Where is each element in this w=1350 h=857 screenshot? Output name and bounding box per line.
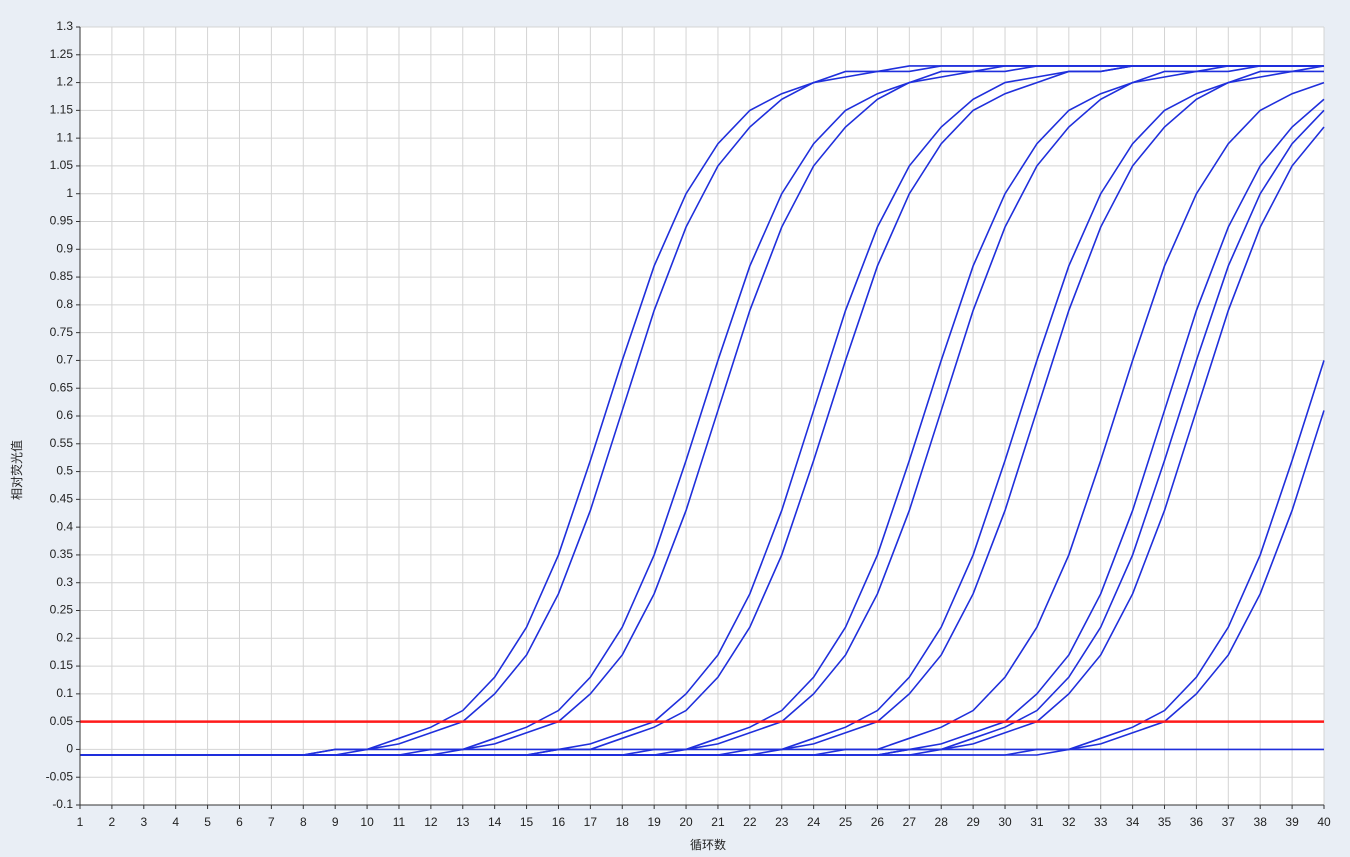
x-tick-label: 22 [743, 815, 757, 829]
series-line [80, 748, 1324, 756]
y-tick-label: 0.45 [50, 492, 74, 506]
y-tick-label: 0.35 [50, 547, 74, 561]
y-tick-label: 0.5 [56, 464, 73, 478]
x-tick-label: 31 [1030, 815, 1044, 829]
x-tick-label: 13 [456, 815, 470, 829]
y-tick-label: 0.4 [56, 519, 73, 533]
y-tick-label: 1.25 [50, 47, 74, 61]
x-axis-label: 循环数 [690, 837, 726, 852]
y-tick-label: 1.1 [56, 130, 73, 144]
x-tick-label: 26 [871, 815, 885, 829]
axes: 1 2 3 4 5 6 7 8 9 10 11 12 13 14 15 16 17 18 19 20 21 22 23 24 2… [46, 19, 1331, 829]
y-tick-label: 0.1 [56, 686, 73, 700]
x-tick-label: 25 [839, 815, 853, 829]
y-tick-label: 1.05 [50, 158, 74, 172]
y-tick-label: 0.8 [56, 297, 73, 311]
x-tick-label: 20 [679, 815, 693, 829]
x-tick-label: 2 [109, 815, 116, 829]
y-tick-label: 0.25 [50, 603, 74, 617]
x-tick-label: 6 [236, 815, 243, 829]
x-tick-label: 15 [520, 815, 534, 829]
x-tick-label: 30 [998, 815, 1012, 829]
x-tick-label: 4 [172, 815, 179, 829]
y-tick-label: 0.15 [50, 658, 74, 672]
series-lines [80, 65, 1325, 756]
x-tick-label: 28 [935, 815, 949, 829]
x-tick-label: 10 [360, 815, 374, 829]
y-tick-label: -0.1 [52, 797, 73, 811]
y-tick-label: 0.6 [56, 408, 73, 422]
x-tick-label: 14 [488, 815, 502, 829]
y-tick-label: -0.05 [46, 769, 74, 783]
y-tick-label: 0.9 [56, 241, 73, 255]
x-tick-label: 1 [77, 815, 84, 829]
x-tick-label: 40 [1317, 815, 1331, 829]
x-tick-label: 27 [903, 815, 917, 829]
x-tick-label: 34 [1126, 815, 1140, 829]
x-tick-label: 19 [647, 815, 661, 829]
x-tick-label: 35 [1158, 815, 1172, 829]
x-tick-label: 32 [1062, 815, 1076, 829]
y-tick-label: 0.7 [56, 353, 73, 367]
x-tick-label: 17 [584, 815, 598, 829]
y-tick-label: 0 [66, 742, 73, 756]
x-tick-label: 29 [966, 815, 980, 829]
y-tick-label: 0.95 [50, 214, 74, 228]
y-tick-label: 0.2 [56, 630, 73, 644]
x-tick-label: 18 [616, 815, 630, 829]
y-tick-label: 0.75 [50, 325, 74, 339]
x-tick-label: 12 [424, 815, 438, 829]
x-tick-label: 9 [332, 815, 339, 829]
y-tick-label: 1.15 [50, 103, 74, 117]
x-tick-label: 38 [1254, 815, 1268, 829]
x-tick-label: 33 [1094, 815, 1108, 829]
x-tick-label: 39 [1285, 815, 1299, 829]
y-tick-label: 0.05 [50, 714, 74, 728]
y-tick-label: 0.65 [50, 380, 74, 394]
y-tick-label: 1.2 [56, 75, 73, 89]
x-tick-label: 7 [268, 815, 275, 829]
y-tick-label: 0.3 [56, 575, 73, 589]
x-tick-label: 8 [300, 815, 307, 829]
x-tick-label: 21 [711, 815, 725, 829]
y-tick-label: 0.55 [50, 436, 74, 450]
x-tick-label: 3 [140, 815, 147, 829]
x-tick-label: 23 [775, 815, 789, 829]
x-tick-label: 16 [552, 815, 566, 829]
x-tick-label: 36 [1190, 815, 1204, 829]
x-tick-label: 5 [204, 815, 211, 829]
y-tick-label: 1.3 [56, 19, 73, 33]
x-tick-label: 11 [393, 815, 406, 829]
x-tick-label: 24 [807, 815, 821, 829]
y-tick-label: 0.85 [50, 269, 74, 283]
y-axis-label: 相对荧光值 [9, 440, 24, 500]
x-tick-label: 37 [1222, 815, 1236, 829]
y-tick-label: 1 [66, 186, 73, 200]
